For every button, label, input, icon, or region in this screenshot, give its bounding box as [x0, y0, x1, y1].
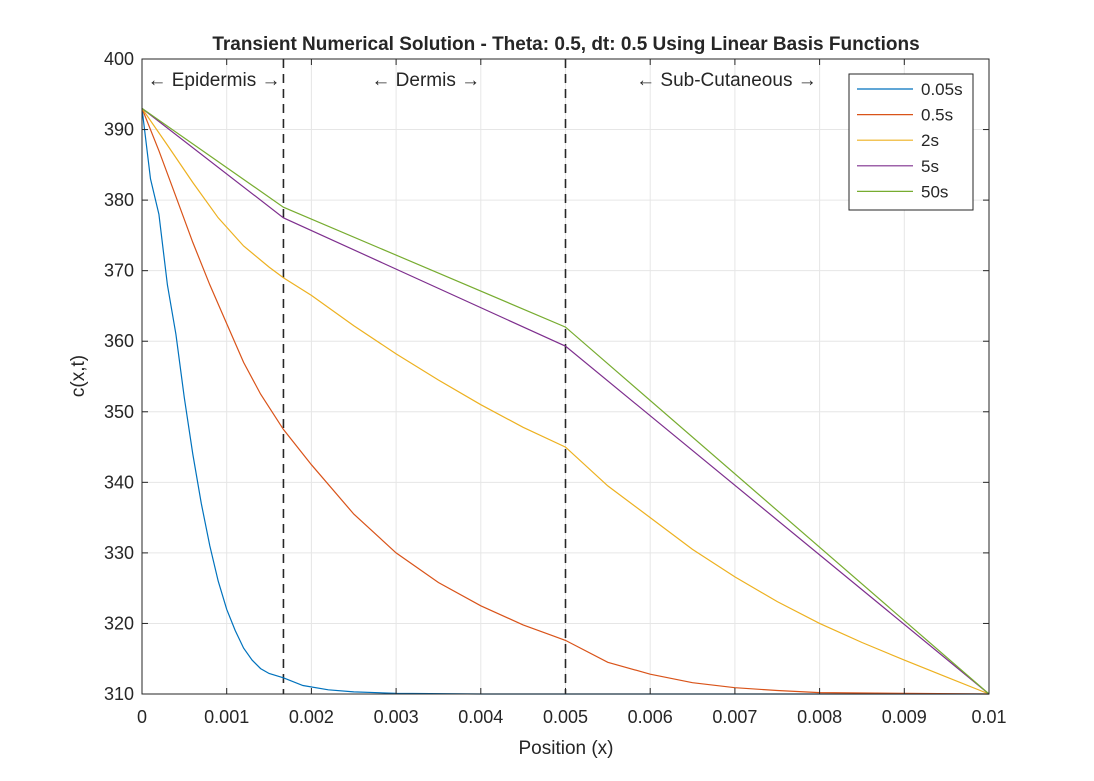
- series-line-5s: [141, 107, 990, 695]
- y-tick-label: 340: [104, 472, 134, 492]
- legend-label: 0.5s: [921, 106, 953, 125]
- y-tick-label: 400: [104, 49, 134, 69]
- legend-label: 2s: [921, 131, 939, 150]
- y-tick-label: 330: [104, 543, 134, 563]
- x-tick-label: 0.008: [797, 707, 842, 727]
- y-tick-label: 380: [104, 190, 134, 210]
- y-tick-label: 310: [104, 684, 134, 704]
- x-axis-label: Position (x): [518, 738, 613, 759]
- series-line-50s: [141, 107, 990, 695]
- x-tick-label: 0.006: [628, 707, 673, 727]
- legend-label: 0.05s: [921, 80, 963, 99]
- region-annotation: ← Sub-Cutaneous →: [636, 70, 817, 91]
- y-tick-label: 370: [104, 261, 134, 281]
- x-tick-label: 0.01: [971, 707, 1006, 727]
- x-tick-label: 0: [137, 707, 147, 727]
- layer-boundaries: [282, 59, 567, 694]
- series-layer: [141, 107, 990, 695]
- x-tick-label: 0.001: [204, 707, 249, 727]
- region-annotation: ← Epidermis →: [147, 70, 280, 91]
- region-annotation: ← Dermis →: [371, 70, 480, 91]
- y-tick-label: 350: [104, 402, 134, 422]
- annotations: ← Epidermis → ← Dermis → ← Sub-Cutaneous →: [147, 70, 816, 91]
- series-line-2s: [141, 108, 990, 695]
- axis-ticks: 0 0.001 0.002 0.003 0.004 0.005 0.006 0.007 0.00…: [104, 49, 1007, 727]
- x-tick-label: 0.004: [458, 707, 503, 727]
- legend: 0.05s 0.5s 2s 5s 50s: [848, 73, 974, 211]
- x-tick-label: 0.007: [712, 707, 757, 727]
- chart-title: Transient Numerical Solution - Theta: 0.…: [212, 34, 919, 55]
- series-line-0.5s: [141, 108, 990, 695]
- x-tick-label: 0.002: [289, 707, 334, 727]
- x-tick-label: 0.005: [543, 707, 588, 727]
- x-tick-label: 0.003: [374, 707, 419, 727]
- y-tick-label: 390: [104, 120, 134, 140]
- legend-box: [848, 73, 974, 211]
- y-tick-label: 360: [104, 331, 134, 351]
- x-tick-label: 0.009: [882, 707, 927, 727]
- y-axis-label: c(x,t): [68, 355, 89, 397]
- y-tick-label: 320: [104, 613, 134, 633]
- legend-label: 50s: [921, 182, 948, 201]
- legend-label: 5s: [921, 157, 939, 176]
